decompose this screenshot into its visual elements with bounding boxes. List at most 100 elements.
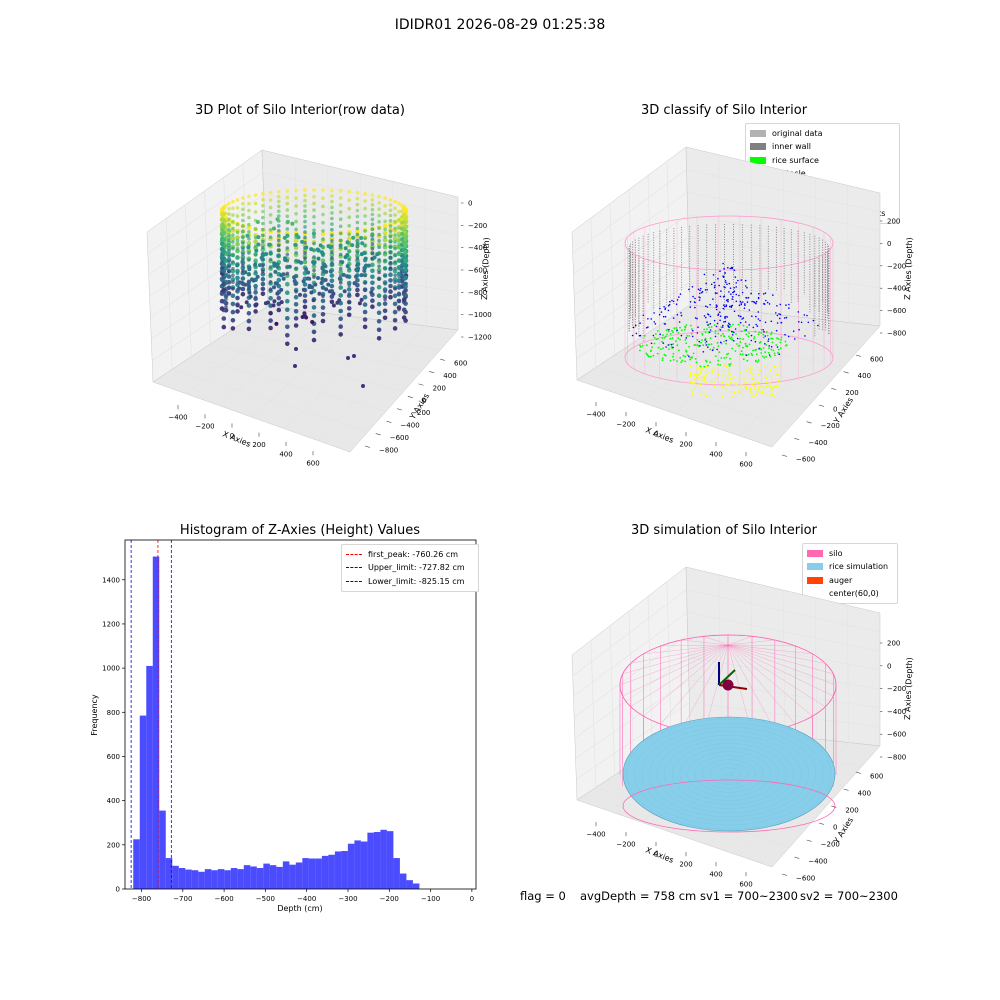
noise-point bbox=[733, 331, 735, 334]
symmetric-point bbox=[702, 376, 705, 379]
p1-x-tick-label: −400 bbox=[168, 414, 187, 422]
raw-point bbox=[312, 260, 317, 265]
raw-point bbox=[311, 305, 317, 310]
raw-point bbox=[223, 308, 229, 313]
raw-point bbox=[355, 243, 360, 249]
noise-point bbox=[732, 291, 734, 294]
rice-surface-point bbox=[755, 360, 757, 363]
raw-point bbox=[403, 294, 408, 299]
raw-point bbox=[388, 266, 393, 272]
histogram-bar bbox=[269, 865, 277, 889]
rice-surface-point bbox=[666, 333, 668, 336]
raw-point bbox=[219, 269, 225, 274]
symmetric-point bbox=[764, 386, 767, 389]
histogram-bar bbox=[185, 869, 192, 889]
legend-swatch bbox=[750, 156, 766, 164]
raw-point bbox=[338, 217, 343, 221]
raw-point bbox=[399, 258, 405, 263]
raw-point bbox=[230, 269, 236, 274]
raw-point bbox=[247, 272, 251, 277]
raw-point bbox=[253, 239, 258, 244]
raw-point bbox=[240, 255, 246, 260]
raw-point bbox=[312, 248, 316, 253]
noise-point bbox=[722, 307, 725, 310]
rice-surface-point bbox=[684, 326, 687, 329]
raw-point bbox=[244, 300, 249, 305]
raw-point bbox=[272, 285, 276, 290]
symmetric-point bbox=[725, 365, 728, 368]
raw-point bbox=[303, 193, 307, 198]
raw-point bbox=[309, 247, 314, 252]
raw-point bbox=[241, 235, 245, 240]
raw-point bbox=[401, 253, 407, 258]
raw-point bbox=[338, 324, 344, 329]
raw-point bbox=[312, 261, 316, 266]
symmetric-point bbox=[760, 364, 763, 367]
raw-point bbox=[304, 315, 309, 320]
raw-point bbox=[276, 283, 282, 289]
raw-point bbox=[320, 258, 326, 264]
noise-point bbox=[715, 304, 718, 306]
raw-point bbox=[335, 300, 340, 305]
rice-surface-point bbox=[672, 355, 674, 358]
raw-point bbox=[220, 241, 225, 247]
raw-point bbox=[370, 280, 375, 286]
raw-point bbox=[219, 209, 225, 215]
raw-point bbox=[273, 269, 278, 274]
raw-point bbox=[224, 258, 228, 263]
noise-point bbox=[762, 329, 764, 331]
noise-point bbox=[638, 334, 641, 337]
raw-point bbox=[311, 260, 316, 265]
rice-surface-point bbox=[769, 355, 772, 358]
raw-point bbox=[285, 264, 290, 270]
rice-surface-point bbox=[772, 349, 775, 352]
raw-point bbox=[293, 238, 299, 243]
raw-point bbox=[276, 242, 282, 247]
p2-x-tick-label: −200 bbox=[616, 421, 635, 429]
raw-point bbox=[279, 273, 284, 278]
raw-point bbox=[221, 290, 227, 296]
raw-point bbox=[282, 235, 287, 240]
raw-point bbox=[231, 246, 235, 251]
raw-point bbox=[221, 307, 227, 313]
raw-point bbox=[279, 287, 284, 292]
raw-point bbox=[247, 251, 251, 255]
raw-point bbox=[221, 230, 227, 236]
raw-point bbox=[253, 295, 258, 300]
rice-surface-point bbox=[742, 346, 744, 349]
outlier-point bbox=[294, 347, 298, 351]
raw-point bbox=[377, 194, 381, 199]
noise-point bbox=[707, 324, 709, 326]
symmetric-point bbox=[769, 382, 772, 385]
noise-point bbox=[722, 304, 725, 307]
raw-point bbox=[285, 233, 290, 238]
raw-point bbox=[302, 253, 308, 259]
silo-roof-line bbox=[681, 639, 729, 646]
raw-point bbox=[320, 271, 326, 277]
rice-grid-ring bbox=[694, 755, 764, 793]
raw-point bbox=[355, 238, 360, 244]
rice-surface-point bbox=[670, 346, 673, 348]
noise-point bbox=[719, 295, 722, 298]
symmetric-point bbox=[690, 390, 693, 393]
symmetric-point bbox=[760, 384, 763, 387]
raw-point bbox=[397, 283, 401, 288]
raw-point bbox=[338, 269, 344, 275]
noise-point bbox=[662, 342, 665, 344]
histogram-bar bbox=[360, 841, 368, 889]
rice-surface-point bbox=[685, 349, 687, 352]
raw-point bbox=[302, 282, 308, 287]
symmetric-point bbox=[701, 367, 704, 370]
rice-surface-point bbox=[676, 360, 678, 362]
raw-point bbox=[285, 201, 290, 206]
rice-surface-point bbox=[652, 354, 655, 357]
symmetric-point bbox=[769, 369, 772, 372]
p2-x-tick-label: 200 bbox=[679, 441, 692, 449]
raw-point bbox=[245, 233, 250, 238]
pane-left bbox=[571, 566, 691, 801]
raw-point bbox=[247, 286, 251, 291]
rice-surface-point bbox=[728, 335, 730, 338]
p2-y-tick-label: −200 bbox=[821, 422, 840, 430]
raw-point bbox=[403, 230, 408, 236]
noise-point bbox=[696, 317, 698, 320]
